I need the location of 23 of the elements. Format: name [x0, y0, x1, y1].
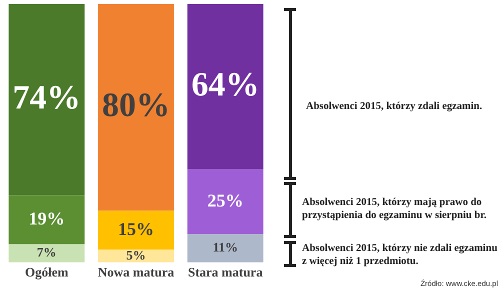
text: Absolwenci 2015, którzy zdali egzamin. [306, 100, 484, 113]
data-label: 7% [36, 244, 56, 260]
data-label: 5% [126, 247, 146, 262]
text: Absolwenci 2015, którzy nie zdali egzaminu z więcej niż 1 przedmiotu. [302, 242, 498, 268]
data-label: 80% [102, 87, 170, 124]
data-label: 15% [118, 218, 154, 239]
bar [187, 234, 264, 262]
bar [8, 244, 85, 262]
x-tick-label: Ogółem [25, 264, 68, 280]
data-label: 25% [207, 190, 244, 210]
bar [98, 4, 174, 211]
bar [187, 169, 264, 234]
data-label: 19% [28, 208, 65, 228]
text: Absolwenci 2015, którzy mają prawo do przystąpienia do egzaminu w sierpniu br. [302, 196, 488, 222]
bar [98, 210, 174, 250]
x-tick-label: Stara matura [188, 264, 264, 280]
bar [187, 4, 264, 170]
bar [8, 195, 85, 244]
bar [8, 4, 85, 196]
x-tick-label: Nowa matura [98, 264, 175, 280]
data-label: 11% [212, 240, 238, 255]
data-label: 74% [12, 79, 81, 116]
data-label: 64% [191, 66, 260, 104]
